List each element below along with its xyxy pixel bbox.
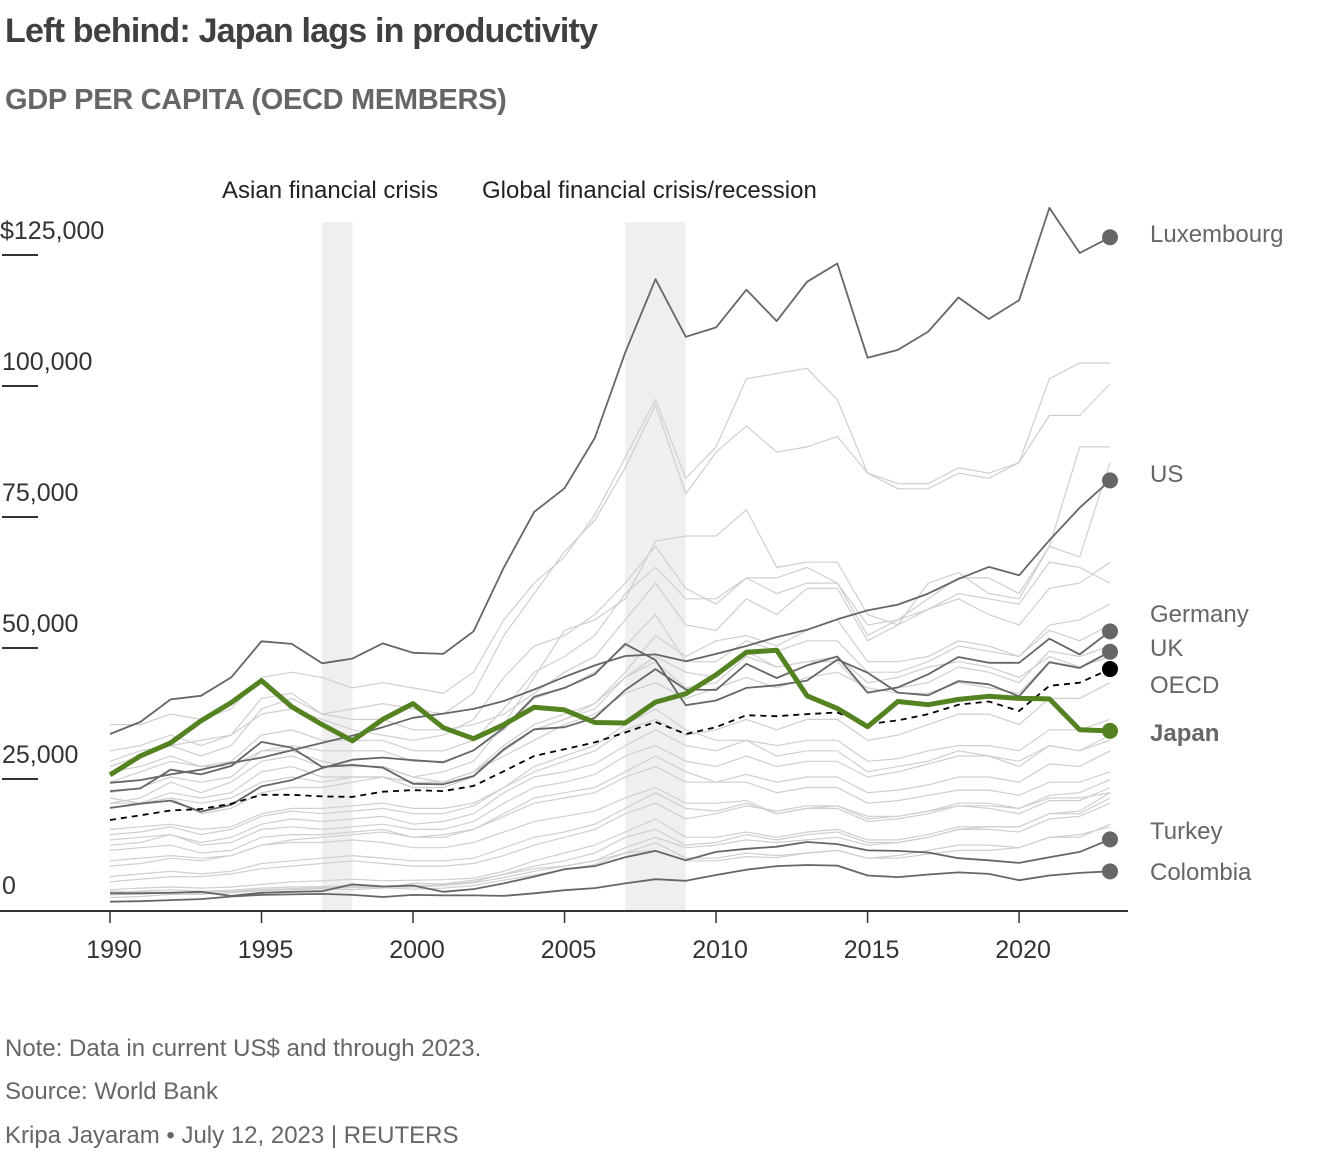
japan-end-dot [1102,722,1118,739]
us-end-dot [1102,472,1118,489]
uk-series-line [109,643,1111,813]
y-tick-label: 100,000 [2,348,92,376]
background-series-line [109,786,1111,883]
y-axis: 0 25,000 50,000 75,000 100,000 $125,000 [0,217,104,900]
background-series-line [109,779,1111,878]
background-series-line [109,561,1111,773]
y-tick-label: 50,000 [2,610,78,638]
footer-source: Source: World Bank [5,1078,218,1105]
crisis-annotations: Asian financial crisis Global financial c… [222,177,817,204]
background-series-line [109,682,1111,836]
chart-title: Left behind: Japan lags in productivity [5,12,598,50]
x-tick-label: 1990 [86,936,142,964]
luxembourg-label: Luxembourg [1150,221,1283,248]
background-series-line [109,603,1111,783]
oecd-end-dot [1102,661,1118,678]
crisis-label: Asian financial crisis [222,177,438,204]
turkey-label: Turkey [1150,818,1222,845]
background-series-line [109,797,1111,896]
uk-label: UK [1150,635,1183,662]
y-tick-label: 0 [2,872,16,900]
background-series-line [109,718,1111,846]
oecd-series-line [109,668,1111,821]
luxembourg-series-line [109,207,1111,735]
x-tick-label: 2005 [541,936,597,964]
x-tick-label: 2000 [389,936,445,964]
oecd-label: OECD [1150,672,1219,699]
luxembourg-end-dot [1102,229,1118,246]
turkey-series-line [110,838,1111,897]
footer-note: Note: Data in current US$ and through 20… [5,1035,482,1062]
germany-end-dot [1102,623,1118,640]
background-series-line [109,786,1111,862]
background-series-line [109,446,1110,804]
background-series-line [109,650,1111,804]
series-end-labels: Luxembourg US Germany UK OECD Japan Turkey Colo… [1150,221,1283,886]
background-series-line [109,792,1111,891]
background-series-line [110,362,1110,726]
background-series-line [109,708,1111,831]
germany-series-line [109,630,1111,792]
background-series-line [109,383,1111,762]
japan-label: Japan [1150,720,1219,747]
colombia-label: Colombia [1150,859,1252,886]
us-label: US [1150,461,1183,488]
y-tick-label: 25,000 [2,741,78,769]
colombia-series-line [109,864,1111,903]
background-series-line [109,826,1111,895]
crisis-bands [322,222,686,912]
japan-series-line [108,647,1111,778]
us-series-line [109,479,1111,784]
x-tick-label: 2010 [692,936,748,964]
background-series-group [109,362,1111,899]
highlighted-series-group [108,207,1118,903]
turkey-end-dot [1102,831,1118,848]
uk-end-dot [1102,643,1118,660]
background-series-line [109,755,1111,854]
background-series-line [109,739,1111,846]
x-tick-label: 2015 [844,936,900,964]
background-series-line [109,462,1111,768]
crisis-label: Global financial crisis/recession [482,177,817,204]
footer-byline: Kripa Jayaram • July 12, 2023 | REUTERS [5,1122,459,1149]
background-series-line [110,645,1111,804]
germany-label: Germany [1150,601,1249,628]
chart-subtitle: GDP PER CAPITA (OECD MEMBERS) [5,84,507,116]
background-series-line [109,750,1111,867]
x-tick-label: 2020 [995,936,1051,964]
y-tick-label: 75,000 [2,479,78,507]
y-tick-label: $125,000 [0,217,104,245]
crisis-band [322,222,353,912]
colombia-end-dot [1102,863,1118,880]
x-axis: 1990 1995 2000 2005 2010 2015 2020 [0,910,1128,964]
x-tick-label: 1995 [238,936,294,964]
